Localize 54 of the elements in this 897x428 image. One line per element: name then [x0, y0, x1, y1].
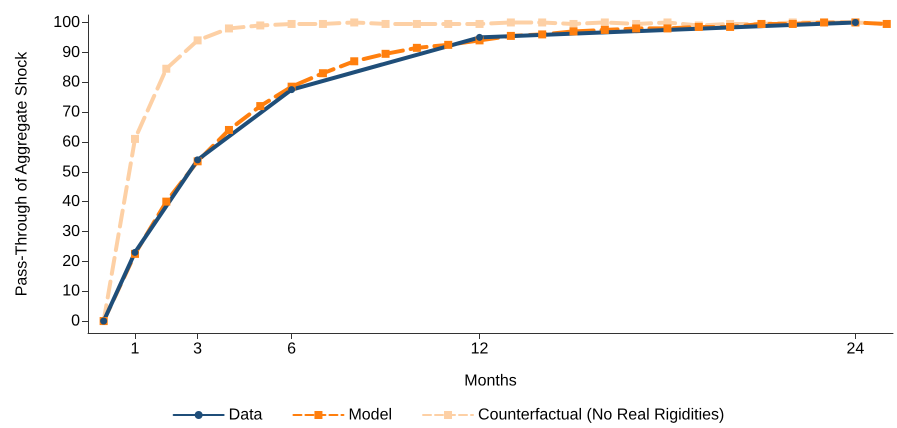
x-tick-label: 12 — [470, 340, 489, 358]
y-tick-label: 80 — [62, 74, 80, 91]
point — [350, 18, 358, 26]
y-tick-label: 10 — [62, 282, 80, 300]
point — [224, 126, 233, 134]
y-axis-title: Pass-Through of Aggregate Shock — [14, 50, 30, 296]
point — [256, 21, 264, 30]
legend-label: Counterfactual (No Real Rigidities) — [478, 406, 724, 424]
point — [194, 36, 202, 44]
x-axis-title: Months — [464, 372, 517, 390]
x-tick-label: 24 — [846, 340, 864, 358]
point — [476, 20, 484, 28]
point — [570, 27, 578, 36]
point — [288, 86, 296, 94]
point — [224, 24, 233, 32]
x-tick-label: 6 — [287, 340, 296, 358]
point — [506, 18, 515, 26]
y-tick-label: 100 — [53, 14, 80, 31]
point — [570, 20, 578, 28]
y-tick-label: 30 — [62, 222, 80, 240]
y-tick-label: 20 — [62, 252, 80, 270]
point — [288, 20, 296, 28]
point — [538, 30, 546, 38]
y-tick-label: 70 — [62, 104, 80, 121]
point — [506, 32, 515, 40]
point — [412, 44, 421, 52]
point — [538, 18, 546, 26]
legend-label: Model — [348, 406, 392, 424]
point — [130, 134, 139, 143]
x-tick-label: 1 — [130, 340, 140, 358]
point — [444, 20, 452, 28]
point — [632, 24, 640, 32]
point — [318, 20, 327, 28]
y-tick-label: 60 — [62, 133, 80, 150]
legend-label: Data — [228, 406, 263, 424]
point — [663, 24, 672, 32]
point — [412, 20, 421, 28]
point — [444, 40, 452, 49]
point — [382, 50, 390, 58]
point — [162, 198, 170, 206]
y-tick-label: 50 — [62, 163, 80, 180]
y-tick-label: 0 — [71, 312, 80, 330]
point — [350, 57, 358, 66]
y-tick-label: 40 — [62, 193, 80, 210]
point — [600, 18, 609, 26]
point — [600, 26, 609, 34]
point — [256, 102, 264, 110]
x-tick-label: 3 — [193, 340, 202, 358]
point — [726, 22, 734, 31]
point — [162, 64, 170, 73]
point — [382, 20, 390, 28]
point — [318, 69, 327, 78]
y-tick-label: 90 — [62, 44, 80, 61]
point — [476, 34, 484, 41]
